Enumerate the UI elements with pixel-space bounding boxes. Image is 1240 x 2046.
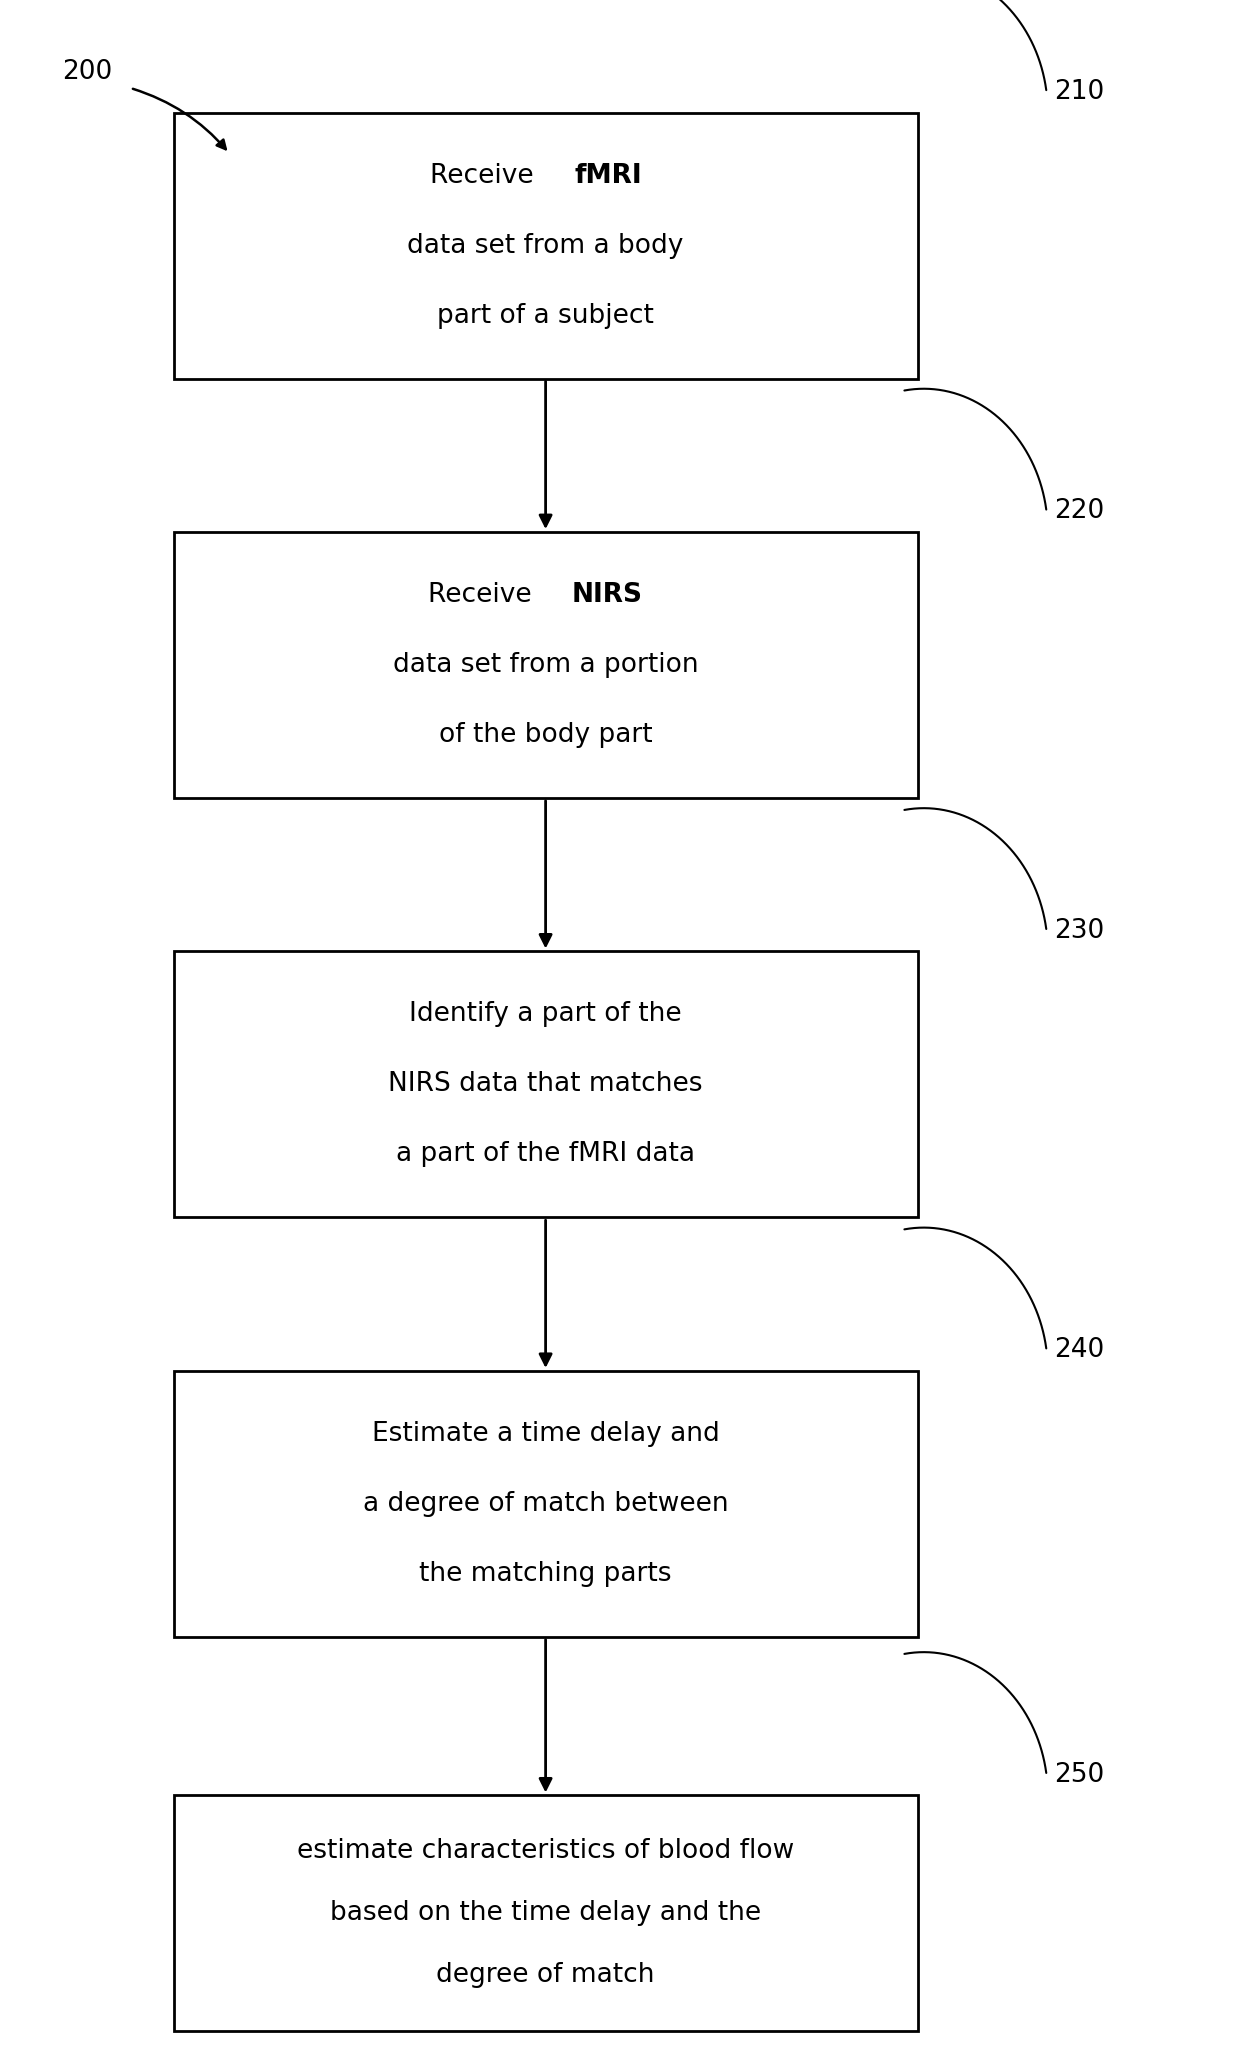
Text: Estimate a time delay and: Estimate a time delay and (372, 1420, 719, 1447)
FancyBboxPatch shape (174, 951, 918, 1217)
Text: Receive: Receive (428, 581, 539, 608)
Text: NIRS: NIRS (572, 581, 644, 608)
Text: the matching parts: the matching parts (419, 1561, 672, 1588)
Text: fMRI: fMRI (574, 162, 642, 188)
Text: data set from a portion: data set from a portion (393, 653, 698, 677)
Text: 250: 250 (1054, 1762, 1104, 1788)
Text: 200: 200 (62, 59, 112, 84)
FancyBboxPatch shape (174, 1371, 918, 1637)
Text: 230: 230 (1054, 919, 1104, 943)
Text: a part of the fMRI data: a part of the fMRI data (396, 1142, 696, 1168)
Text: estimate characteristics of blood flow: estimate characteristics of blood flow (296, 1837, 795, 1864)
Text: degree of match: degree of match (436, 1962, 655, 1989)
Text: Identify a part of the: Identify a part of the (409, 1000, 682, 1027)
Text: based on the time delay and the: based on the time delay and the (330, 1901, 761, 1925)
Text: a degree of match between: a degree of match between (363, 1492, 728, 1516)
Text: 220: 220 (1054, 499, 1104, 524)
Text: 240: 240 (1054, 1338, 1104, 1363)
FancyBboxPatch shape (174, 1796, 918, 2030)
Text: of the body part: of the body part (439, 722, 652, 749)
Text: data set from a body: data set from a body (408, 233, 683, 258)
Text: 210: 210 (1054, 80, 1104, 104)
FancyBboxPatch shape (174, 113, 918, 379)
Text: Receive: Receive (430, 162, 542, 188)
Text: NIRS data that matches: NIRS data that matches (388, 1072, 703, 1097)
Text: part of a subject: part of a subject (438, 303, 653, 329)
FancyBboxPatch shape (174, 532, 918, 798)
